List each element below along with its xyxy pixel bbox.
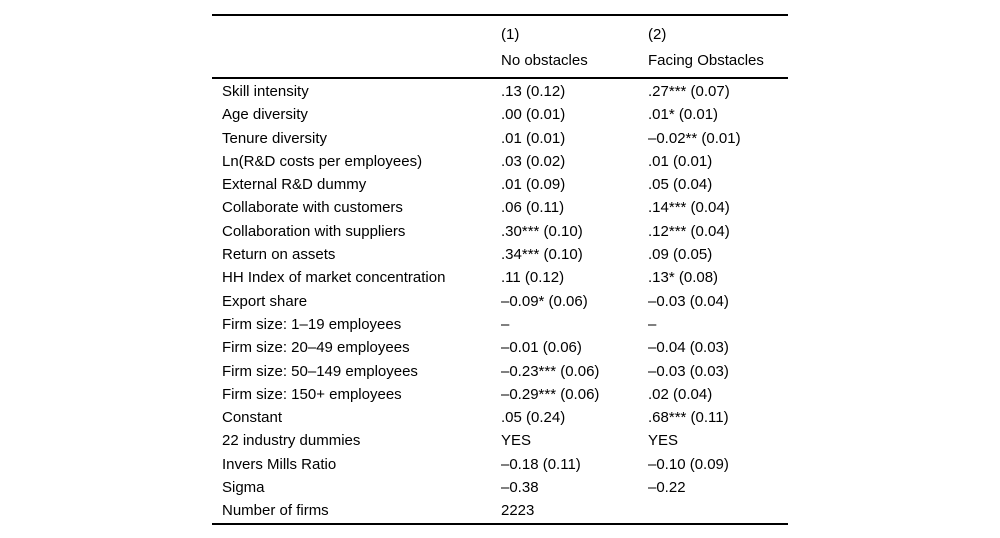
row-value-col-1: .13 (0.12) [501,83,566,100]
row-value-col-2: –0.22 [648,479,686,497]
row-value-col-1: – [501,315,510,333]
row-label: Firm size: 150+ employees [222,385,402,403]
row-value-col-1: .06 (0.11) [501,199,565,217]
row-label: Firm size: 50–149 employees [222,362,418,380]
table-header: (1) (2) No obstacles Facing Obstacles [212,16,788,79]
row-value-col-1: –0.01 (0.06) [501,339,582,357]
row-label: Invers Mills Ratio [222,455,337,473]
row-label: HH Index of market concentration [222,269,446,287]
table-row: Firm size: 20–49 employees –0.01 (0.06) –0… [212,336,788,359]
row-value-col-2: –0.04 (0.03) [648,339,729,357]
row-label: Firm size: 20–49 employees [222,339,410,357]
row-value-col-1: –0.18 (0.11) [501,455,581,473]
row-value-col-2: YES [648,432,679,450]
row-value-col-2: .14*** (0.04) [648,199,730,217]
column-2-number: (2) [648,26,667,44]
row-value-col-1: –0.38 [501,479,539,497]
table-row: Firm size: 150+ employees –0.29*** (0.06)… [212,383,788,406]
table-row: Tenure diversity .01 (0.01) –0.02** (0.01) [212,127,788,150]
row-value-col-2: –0.03 (0.04) [648,292,729,310]
regression-results-table: (1) (2) No obstacles Facing Obstacles Sk… [212,14,788,525]
row-value-col-1: –0.23*** (0.06) [501,362,600,380]
row-label: Number of firms [222,502,329,520]
table-body: Skill intensity .13 (0.12) .27*** (0.07) Ag… [212,79,788,523]
header-number-row: (1) (2) [212,22,788,48]
row-label: Constant [222,409,283,427]
table-row: Number of firms 2223 [212,499,788,522]
table-row: Collaboration with suppliers .30*** (0.10… [212,220,788,243]
row-label: Return on assets [222,246,336,264]
row-label: Tenure diversity [222,129,328,147]
row-label: 22 industry dummies [222,432,361,450]
row-label: External R&D dummy [222,176,367,194]
row-value-col-2: .01* (0.01) [648,106,719,124]
table-row: Invers Mills Ratio –0.18 (0.11) –0.10 (0.0… [212,453,788,476]
row-label: Skill intensity [222,83,309,100]
table-row: Collaborate with customers .06 (0.11) .14*… [212,196,788,219]
row-value-col-2: .01 (0.01) [648,152,713,170]
row-value-col-2: .05 (0.04) [648,176,713,194]
row-value-col-2: –0.10 (0.09) [648,455,729,473]
table-row: HH Index of market concentration .11 (0.1… [212,266,788,289]
row-label: Collaboration with suppliers [222,222,406,240]
row-value-col-1: .01 (0.09) [501,176,566,194]
row-value-col-1: –0.09* (0.06) [501,292,588,310]
row-value-col-1: .01 (0.01) [501,129,566,147]
row-label: Export share [222,292,308,310]
row-value-col-2: –0.02** (0.01) [648,129,741,147]
row-value-col-2: .68*** (0.11) [648,409,729,427]
table-row: Ln(R&D costs per employees) .03 (0.02) .01… [212,150,788,173]
row-value-col-2: .13* (0.08) [648,269,719,287]
table-row: Sigma –0.38 –0.22 [212,476,788,499]
row-value-col-1: .03 (0.02) [501,152,566,170]
row-label: Age diversity [222,106,308,124]
row-value-col-1: 2223 [501,502,535,520]
row-label: Ln(R&D costs per employees) [222,152,423,170]
column-1-title: No obstacles [501,52,588,70]
table-row: Export share –0.09* (0.06) –0.03 (0.04) [212,290,788,313]
row-label: Collaborate with customers [222,199,403,217]
row-value-col-2: –0.03 (0.03) [648,362,729,380]
table-row: Age diversity .00 (0.01) .01* (0.01) [212,103,788,126]
row-value-col-1: .05 (0.24) [501,409,566,427]
row-value-col-1: –0.29*** (0.06) [501,385,600,403]
row-label: Sigma [222,479,265,497]
row-label: Firm size: 1–19 employees [222,315,402,333]
row-value-col-2: .27*** (0.07) [648,83,730,100]
row-value-col-2: .02 (0.04) [648,385,713,403]
row-value-col-2: – [648,315,657,333]
table-row: 22 industry dummies YES YES [212,429,788,452]
table-row: External R&D dummy .01 (0.09) .05 (0.04) [212,173,788,196]
row-value-col-1: .11 (0.12) [501,269,565,287]
row-value-col-1: .34*** (0.10) [501,246,583,264]
row-value-col-2: .12*** (0.04) [648,222,730,240]
row-value-col-1: YES [501,432,532,450]
table-row: Firm size: 1–19 employees – – [212,313,788,336]
table-row: Firm size: 50–149 employees –0.23*** (0.0… [212,360,788,383]
row-value-col-2: .09 (0.05) [648,246,713,264]
row-value-col-1: .30*** (0.10) [501,222,583,240]
column-1-number: (1) [501,26,520,44]
row-value-col-1: .00 (0.01) [501,106,566,124]
table-row: Skill intensity .13 (0.12) .27*** (0.07) [212,80,788,103]
table-row: Return on assets .34*** (0.10) .09 (0.05) [212,243,788,266]
table-row: Constant .05 (0.24) .68*** (0.11) [212,406,788,429]
header-title-row: No obstacles Facing Obstacles [212,48,788,74]
column-2-title: Facing Obstacles [648,52,764,70]
